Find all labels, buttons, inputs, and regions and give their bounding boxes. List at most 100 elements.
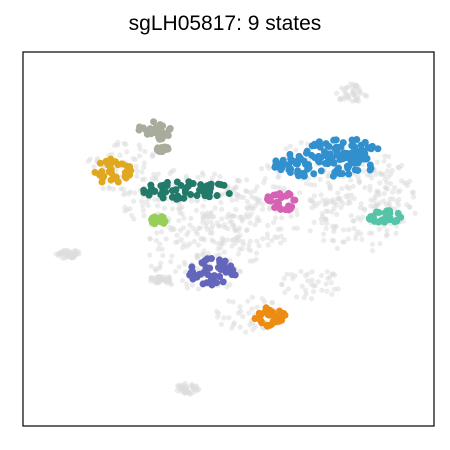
state-cluster-6 <box>303 135 382 164</box>
background-point <box>168 227 174 233</box>
background-point <box>166 277 172 284</box>
background-point <box>212 205 218 211</box>
background-point <box>323 200 329 206</box>
background-point <box>157 241 163 247</box>
background-point <box>184 285 191 291</box>
background-point <box>238 214 245 220</box>
background-point <box>179 211 185 217</box>
state-cluster-4 <box>148 213 169 228</box>
state-point <box>317 167 325 175</box>
background-point <box>207 230 213 236</box>
state-point <box>96 171 104 179</box>
background-point <box>244 177 250 183</box>
background-point <box>332 200 338 206</box>
background-point <box>153 176 159 182</box>
background-point <box>220 240 227 246</box>
background-point <box>331 238 337 244</box>
background-point <box>377 180 383 186</box>
background-point <box>281 237 287 243</box>
background-point <box>110 186 117 192</box>
background-point <box>361 207 368 213</box>
background-point <box>204 210 210 216</box>
state-point <box>189 268 197 276</box>
background-point <box>235 178 241 184</box>
background-point <box>308 181 314 188</box>
background-point <box>227 214 233 220</box>
background-point <box>386 201 392 208</box>
background-point <box>152 266 158 272</box>
background-point <box>152 196 158 203</box>
background-point <box>226 298 232 304</box>
background-point <box>385 153 392 160</box>
background-point <box>281 275 287 282</box>
background-point <box>318 192 324 198</box>
background-point <box>151 171 157 177</box>
background-point <box>407 204 413 210</box>
state-point <box>257 317 265 325</box>
state-point <box>159 132 167 140</box>
background-point <box>360 214 366 220</box>
state-point <box>276 190 284 198</box>
background-point <box>221 222 228 228</box>
background-point <box>225 226 231 232</box>
background-point <box>355 215 361 221</box>
background-point <box>383 233 389 239</box>
background-point <box>148 263 154 269</box>
background-point <box>193 207 200 213</box>
background-point <box>288 271 295 278</box>
background-point <box>245 246 251 252</box>
background-point <box>229 325 235 331</box>
state-point <box>277 166 285 174</box>
background-region-bottom-right-arm <box>279 268 341 302</box>
state-point <box>315 152 323 160</box>
background-point <box>245 298 251 304</box>
state-point <box>144 189 152 197</box>
background-point <box>366 230 373 236</box>
background-point <box>303 180 310 187</box>
background-point <box>194 231 200 237</box>
background-point <box>233 206 239 212</box>
background-point <box>317 176 323 182</box>
background-point <box>335 196 341 202</box>
state-point <box>374 218 382 226</box>
background-point <box>217 174 223 180</box>
state-clusters <box>91 118 405 330</box>
state-point <box>157 182 165 190</box>
background-point <box>214 309 220 315</box>
background-point <box>230 299 236 305</box>
background-point <box>185 389 192 396</box>
state-point <box>107 165 115 173</box>
background-point <box>240 241 246 247</box>
state-point <box>315 158 323 166</box>
background-point <box>217 223 223 229</box>
background-point <box>118 186 124 192</box>
state-point <box>305 164 313 172</box>
background-point <box>132 190 138 196</box>
background-point <box>194 266 200 272</box>
background-point <box>374 159 380 165</box>
state-point <box>295 152 303 160</box>
state-point <box>189 275 197 283</box>
state-point <box>96 159 104 167</box>
background-point <box>57 250 63 257</box>
background-point <box>148 275 154 281</box>
background-point <box>136 153 143 159</box>
background-point <box>285 286 292 292</box>
background-point <box>347 200 353 206</box>
state-point <box>118 160 126 168</box>
background-point <box>249 294 256 300</box>
background-point <box>302 287 309 293</box>
background-point <box>187 222 193 228</box>
state-point <box>111 158 119 166</box>
background-point <box>134 168 140 174</box>
state-point <box>284 190 292 198</box>
background-point <box>239 246 245 252</box>
background-point <box>361 168 367 174</box>
background-point <box>308 281 314 287</box>
background-point <box>392 185 398 191</box>
background-point <box>150 151 156 157</box>
state-point <box>298 170 306 178</box>
background-point <box>279 281 285 287</box>
background-point <box>191 238 197 244</box>
background-point <box>253 256 259 262</box>
